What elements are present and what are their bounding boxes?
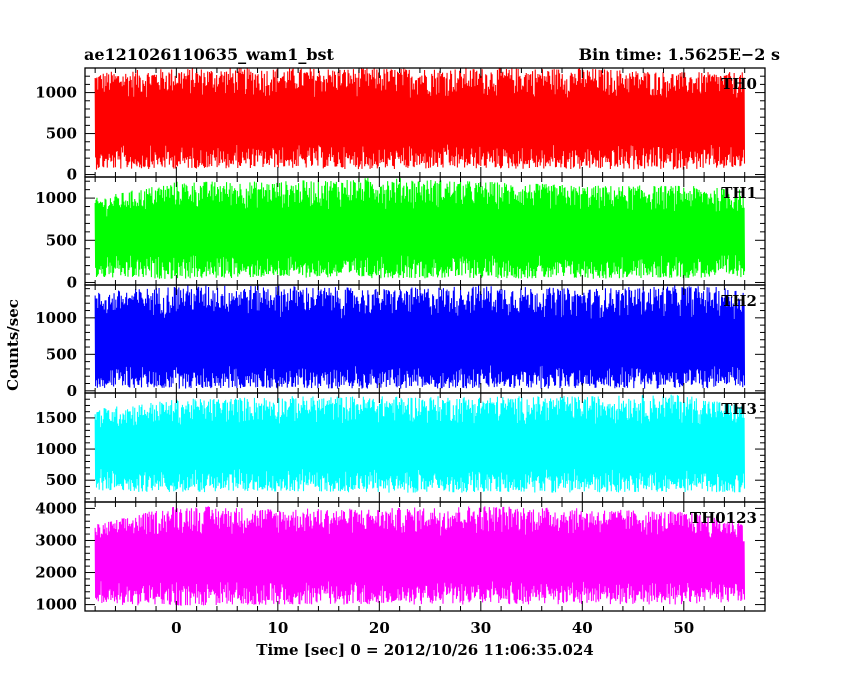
y-tick-label: 0 — [67, 166, 77, 184]
panel-th1: 0 500 1000 TH1 — [35, 176, 766, 291]
y-tick-label: 500 — [46, 125, 77, 143]
bin-time-label: Bin time: 1.5625E−2 s — [579, 45, 780, 64]
x-axis: 0 10 20 30 40 50 — [171, 619, 694, 637]
x-tick-label: 30 — [470, 619, 491, 637]
y-tick-label: 1000 — [35, 596, 77, 614]
y-tick-label: 1000 — [35, 84, 77, 102]
y-tick-label: 3000 — [35, 531, 77, 549]
series-th3-trace — [94, 394, 746, 493]
y-tick-label: 0 — [67, 382, 77, 400]
x-tick-label: 50 — [673, 619, 694, 637]
y-tick-label: 4000 — [35, 499, 77, 517]
x-axis-label: Time [sec] 0 = 2012/10/26 11:06:35.024 — [256, 641, 593, 659]
x-tick-label: 40 — [572, 619, 593, 637]
panel-th3: 500 1000 1500 TH3 — [35, 392, 766, 503]
x-tick-label: 20 — [369, 619, 390, 637]
panel-label-th0123: TH0123 — [690, 509, 757, 527]
series-th0-trace — [94, 68, 746, 170]
panel-th0: 0 500 1000 TH0 — [35, 67, 766, 184]
panel-label-th3: TH3 — [721, 400, 757, 418]
panels: 0 500 1000 TH0 0 500 1000 TH1 0 500 1000 TH2 500 1000… — [35, 67, 766, 614]
panel-frame — [84, 501, 766, 612]
y-tick-label: 500 — [46, 231, 77, 249]
y-axis-label: Counts/sec — [4, 299, 22, 391]
y-tick-label: 1000 — [35, 189, 77, 207]
y-tick-label: 2000 — [35, 564, 77, 582]
series-th2-trace — [94, 285, 746, 389]
panel-label-th2: TH2 — [721, 292, 757, 310]
panel-th2: 0 500 1000 TH2 — [35, 284, 766, 400]
series-th1-trace — [94, 177, 746, 279]
chart-title: ae121026110635_wam1_bst — [84, 45, 335, 64]
panel-label-th0: TH0 — [721, 75, 757, 93]
y-tick-label: 500 — [46, 471, 77, 489]
y-tick-label: 1000 — [35, 309, 77, 327]
y-tick-label: 0 — [67, 273, 77, 291]
y-tick-label: 1500 — [35, 409, 77, 427]
panel-th0123: 1000 2000 3000 4000 TH0123 — [35, 499, 766, 614]
x-tick-label: 0 — [171, 619, 181, 637]
y-tick-label: 1000 — [35, 440, 77, 458]
y-tick-label: 500 — [46, 345, 77, 363]
panel-label-th1: TH1 — [721, 184, 757, 202]
series-th0123-trace — [94, 506, 746, 606]
x-tick-label: 10 — [267, 619, 288, 637]
